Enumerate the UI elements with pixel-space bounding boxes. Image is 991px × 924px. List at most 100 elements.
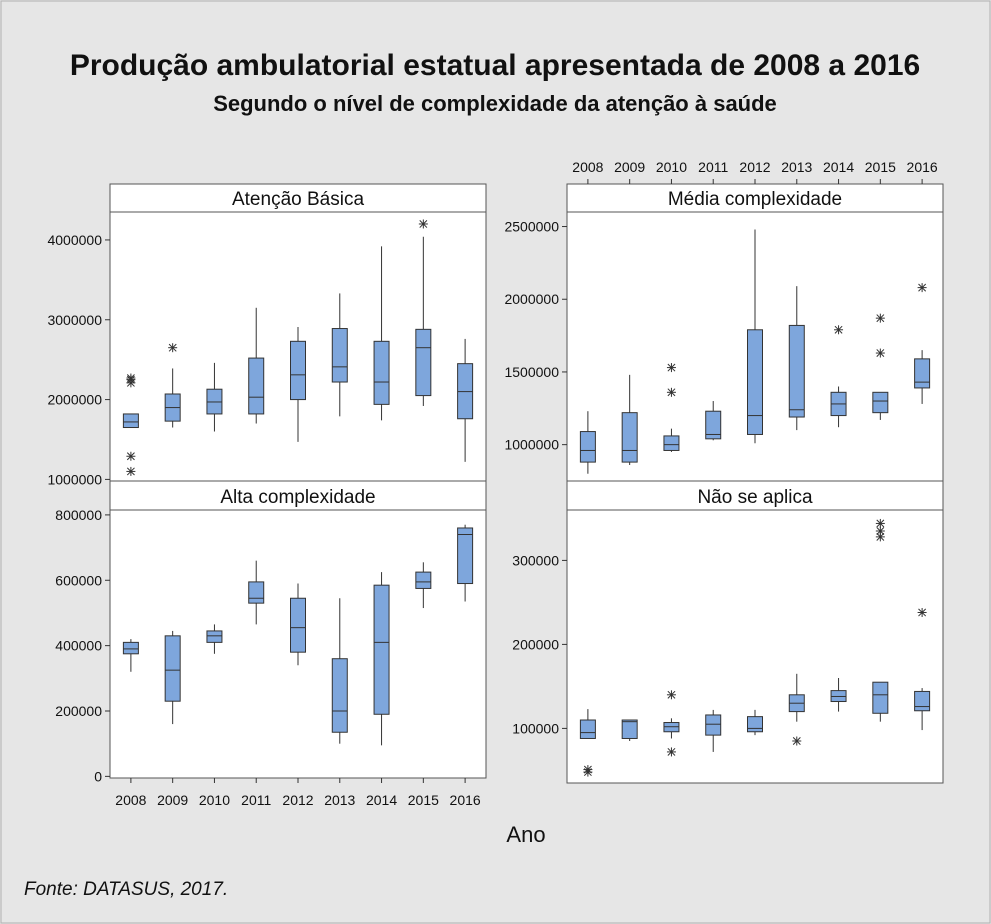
box-iqr: [373, 340, 390, 405]
outlier-marker: [126, 451, 136, 461]
box-2013: [788, 673, 805, 746]
box-2012: [290, 326, 306, 442]
box-iqr: [914, 690, 931, 712]
panel-3: Alta complexidade 0 200000 400000 600000 8000…: [55, 480, 487, 808]
box-iqr: [290, 597, 306, 653]
box-iqr: [705, 410, 722, 440]
box-iqr: [164, 635, 181, 702]
box-iqr: [579, 431, 596, 463]
outlier-marker: [875, 518, 885, 528]
x-tick-label: 2015: [408, 792, 439, 808]
y-tick-label: 1000000: [47, 471, 102, 487]
outlier-marker: [917, 283, 927, 293]
box-2015: [872, 313, 889, 420]
box-iqr: [122, 413, 139, 429]
box-iqr: [415, 571, 432, 589]
box-iqr: [788, 324, 805, 418]
panel-2: Média complexidade 1000000 1500000 2000000 2…: [504, 159, 944, 482]
x-tick-label: 2012: [739, 159, 770, 175]
box-2011: [705, 401, 722, 441]
box-2013: [331, 293, 348, 417]
outlier-marker: [834, 325, 844, 335]
box-2010: [206, 362, 223, 432]
y-tick-label: 2500000: [504, 219, 559, 235]
x-tick-label: 2011: [241, 792, 271, 808]
box-2014: [830, 678, 847, 712]
panel-title: Atenção Básica: [232, 189, 364, 210]
box-iqr: [579, 719, 596, 739]
outlier-marker: [666, 747, 676, 757]
box-iqr: [914, 358, 931, 389]
outlier-stroke: [918, 608, 927, 617]
box-2008: [122, 639, 139, 672]
box-2013: [331, 598, 348, 744]
y-tick-label: 1000000: [504, 437, 559, 453]
outlier-stroke: [876, 532, 885, 541]
box-2012: [747, 709, 763, 736]
box-iqr: [290, 340, 306, 401]
outlier-marker: [875, 526, 885, 536]
box-2009: [621, 374, 638, 466]
box-iqr: [747, 716, 763, 733]
box-iqr: [872, 391, 889, 414]
y-tick-label: 2000000: [504, 291, 559, 307]
outlier-stroke: [667, 690, 676, 699]
outlier-marker: [875, 313, 885, 323]
x-tick-label: 2013: [781, 159, 812, 175]
box-2012: [290, 583, 306, 666]
outlier-marker: [917, 607, 927, 617]
outlier-stroke: [419, 220, 428, 228]
box-iqr: [872, 681, 889, 714]
panel-title: Alta complexidade: [220, 487, 375, 508]
box-iqr: [122, 641, 139, 655]
box-iqr: [206, 630, 223, 643]
box-2010: [663, 690, 680, 757]
y-tick-label: 100000: [512, 720, 559, 736]
box-2015: [415, 562, 432, 609]
outlier-marker: [168, 343, 178, 353]
panels-group: Atenção Básica10000002000000300000040000…: [47, 159, 944, 808]
panel-1: Atenção Básica 1000000 2000000 3000000 40000…: [47, 183, 487, 487]
box-2014: [830, 325, 847, 428]
x-tick-label: 2014: [823, 159, 854, 175]
y-tick-label: 4000000: [47, 232, 102, 248]
box-iqr: [331, 328, 348, 383]
box-iqr: [705, 714, 722, 736]
box-2016: [914, 283, 931, 404]
box-2010: [206, 624, 223, 654]
y-tick-label: 800000: [55, 507, 102, 523]
box-2011: [248, 307, 265, 424]
box-2016: [457, 524, 474, 602]
source-note: Fonte: DATASUS, 2017.: [24, 879, 228, 900]
panel-header: [566, 480, 944, 511]
panel-header: [109, 480, 487, 511]
outlier-marker: [126, 373, 136, 383]
x-tick-label: 2008: [115, 792, 146, 808]
x-tick-label: 2012: [282, 792, 313, 808]
box-2014: [373, 246, 390, 421]
box-iqr: [373, 584, 390, 715]
outlier-stroke: [168, 343, 177, 352]
panel-title: Não se aplica: [697, 487, 813, 508]
outlier-stroke: [126, 452, 135, 461]
box-iqr: [663, 435, 680, 451]
panel-4: Não se aplica 100000 200000 300000: [512, 480, 944, 784]
box-2009: [621, 719, 638, 741]
chart-title: Produção ambulatorial estatual apresenta…: [70, 49, 920, 82]
outlier-stroke: [918, 283, 927, 292]
outlier-stroke: [667, 363, 676, 372]
chart-subtitle: Segundo o nível de complexidade da atenç…: [213, 91, 777, 116]
box-2009: [164, 343, 181, 428]
box-2015: [872, 518, 889, 722]
box-2011: [705, 709, 722, 752]
outlier-marker: [666, 387, 676, 397]
x-tick-label: 2011: [698, 159, 728, 175]
x-tick-label: 2014: [366, 792, 397, 808]
box-iqr: [621, 412, 638, 463]
panel-title: Média complexidade: [668, 189, 842, 210]
box-2008: [122, 373, 139, 476]
box-iqr: [331, 658, 348, 733]
outlier-marker: [875, 348, 885, 358]
